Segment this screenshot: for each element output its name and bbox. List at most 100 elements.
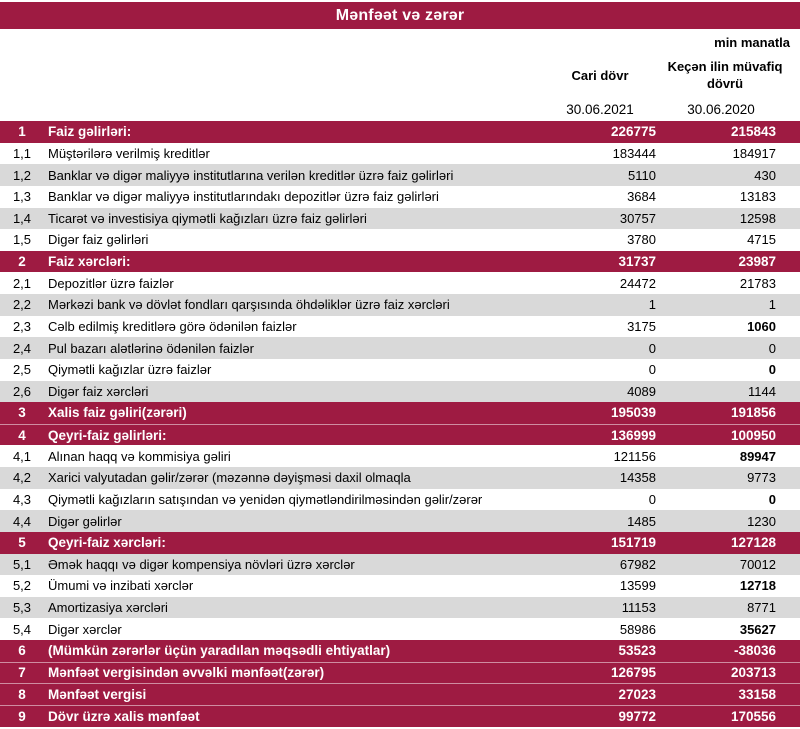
row-value-current: 27023 [618,687,656,703]
row-value-previous: 4715 [747,232,776,248]
section-row: 7 Mənfəət vergisindən əvvəlki mənfəət(zər… [0,661,800,684]
section-row: 2 Faiz xərcləri: 31737 23987 [0,250,800,273]
current-period-date: 30.06.2021 [566,101,634,117]
row-value-current: 1485 [627,513,656,529]
row-label: Qiymətli kağızlar üzrə faizlər [48,362,212,378]
row-number: 9 [18,708,26,724]
row-value-previous: 1144 [748,383,776,399]
row-label: Xarici valyutadan gəlir/zərər (məzənnə d… [48,470,411,486]
row-number: 2 [18,254,26,270]
row-value-previous: 1230 [747,513,776,529]
row-label: Banklar və digər maliyyə institutlarında… [48,189,439,205]
page-title: Mənfəət və zərər [335,6,465,24]
row-value-current: 1 [648,297,656,313]
row-label: Mənfəət vergisindən əvvəlki mənfəət(zərə… [48,665,325,681]
row-value-current: 53523 [618,643,656,659]
row-value-previous: 215843 [730,124,776,140]
row-value-current: 226775 [610,124,656,140]
row-value-current: 30757 [619,210,656,226]
row-value-previous: 33158 [738,687,776,703]
row-number: 5,4 [12,621,32,637]
table-row: 2,4 Pul bazarı alətlərinə ödənilən faizlə… [0,337,800,359]
row-label: Digər xərclər [48,621,122,637]
row-value-previous: 170556 [730,708,776,724]
row-label: Alınan haqq və kommisiya gəliri [48,448,231,464]
row-value-previous: 12718 [739,578,776,594]
row-value-current: 121156 [613,448,656,464]
table-row: 5,4 Digər xərclər 58986 35627 [0,618,800,640]
row-number: 4 [18,427,26,443]
row-value-previous: 8771 [747,600,776,616]
section-row: 4 Qeyri-faiz gəlirləri: 136999 100950 [0,423,800,446]
table-row: 2,3 Cəlb edilmiş kreditlərə görə ödənilən… [0,315,800,338]
row-value-current: 0 [648,491,656,507]
row-label: Cəlb edilmiş kreditlərə görə ödənilən fa… [48,318,297,334]
row-value-current: 99772 [618,708,656,724]
row-label: Faiz gəlirləri: [48,124,132,140]
section-row: 1 Faiz gəlirləri: 226775 215843 [0,121,800,143]
row-value-current: 13599 [619,578,656,594]
row-value-current: 3684 [627,189,656,205]
table-row: 4,1 Alınan haqq və kommisiya gəliri 121156… [0,445,800,467]
row-label: Qiymətli kağızların satışından və yenidə… [48,491,483,507]
row-value-current: 11153 [621,600,656,616]
row-label: Digər faiz xərcləri [48,383,149,399]
row-value-previous: 12598 [739,210,776,226]
table-row: 2,6 Digər faiz xərcləri 4089 1144 [0,380,800,403]
row-value-previous: 0 [768,491,776,507]
section-row: 9 Dövr üzrə xalis mənfəət 99772 170556 [0,704,800,727]
row-value-current: 31737 [618,254,656,270]
section-row: 6 (Mümkün zərərlər üçün yaradılan məqsədl… [0,640,800,662]
row-number: 3 [18,405,26,421]
row-value-previous: 0 [768,362,776,378]
row-number: 2,5 [12,362,32,378]
row-value-current: 0 [648,362,656,378]
row-label: Banklar və digər maliyyə institutlarına … [48,167,454,183]
row-number: 2,4 [12,340,32,356]
row-value-current: 58986 [619,621,656,637]
column-dates: 30.06.2021 30.06.2020 [0,99,800,119]
row-label: Ümumi və inzibati xərclər [48,578,194,594]
row-number: 5,3 [12,600,32,616]
row-value-current: 136999 [610,427,656,443]
table-row: 1,5 Digər faiz gəlirləri 3780 4715 [0,229,800,251]
row-label: Faiz xərcləri: [48,254,131,270]
row-label: Müştərilərə verilmiş kreditlər [48,145,210,161]
row-value-previous: 191856 [730,405,776,421]
row-value-previous: 430 [754,167,776,183]
table-row: 4,3 Qiymətli kağızların satışından və yen… [0,488,800,511]
row-value-current: 195039 [610,405,656,421]
table-row: 5,2 Ümumi və inzibati xərclər 13599 12718 [0,575,800,597]
row-number: 1 [18,124,26,140]
row-value-previous: 35627 [739,621,776,637]
row-number: 1,5 [12,232,32,248]
row-value-previous: 9773 [747,470,776,486]
previous-period-date: 30.06.2020 [687,101,755,117]
row-value-previous: 21783 [739,275,776,291]
row-number: 8 [18,687,26,703]
row-value-previous: 100950 [730,427,776,443]
table-row: 2,1 Depozitlər üzrə faizlər 24472 21783 [0,272,800,294]
row-value-current: 67982 [619,556,656,572]
row-label: Digər faiz gəlirləri [48,232,149,248]
row-number: 4,1 [12,448,32,464]
table-row: 1,2 Banklar və digər maliyyə institutları… [0,164,800,186]
row-number: 4,3 [12,491,32,507]
row-number: 5,1 [12,556,32,572]
column-header-previous-period: Keçən ilin müvafiq dövrü [667,59,783,91]
row-label: Mənfəət vergisi [48,687,147,703]
row-label: Pul bazarı alətlərinə ödənilən faizlər [48,340,254,356]
row-value-current: 4089 [627,383,656,399]
row-label: (Mümkün zərərlər üçün yaradılan məqsədli… [48,643,391,659]
row-number: 2,2 [12,297,32,313]
row-label: Əmək haqqı və digər kompensiya növləri ü… [48,556,355,572]
row-number: 1,4 [12,210,32,226]
section-row: 5 Qeyri-faiz xərcləri: 151719 127128 [0,531,800,554]
row-number: 6 [18,643,26,659]
row-value-current: 183444 [612,145,656,161]
row-value-previous: 13183 [739,189,776,205]
row-value-previous: -38036 [733,643,776,659]
table-row: 4,4 Digər gəlirlər 1485 1230 [0,510,800,532]
table-row: 4,2 Xarici valyutadan gəlir/zərər (məzənn… [0,467,800,489]
